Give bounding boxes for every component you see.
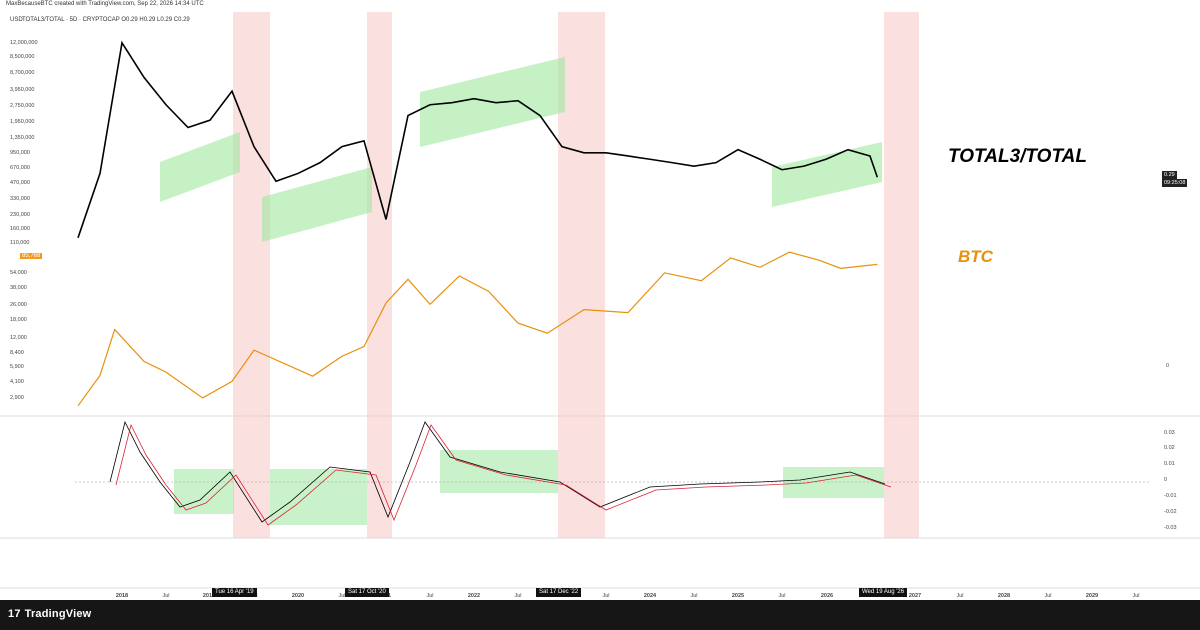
price-axis-label: 4,100 — [10, 379, 24, 385]
tradingview-mark-icon: 17 — [8, 608, 21, 620]
time-axis-label: 2025 — [732, 593, 744, 599]
price-axis-label: 160,000 — [10, 226, 30, 232]
uptrend-channel — [160, 132, 240, 202]
time-axis-label: Jul — [956, 593, 963, 599]
currency-label: USD — [10, 17, 23, 23]
total3-series-line — [77, 40, 879, 239]
time-axis-label: 2022 — [468, 593, 480, 599]
price-axis-label: 110,000 — [10, 240, 29, 246]
time-axis-label: Jul — [162, 593, 169, 599]
time-axis-label: 2024 — [644, 593, 657, 599]
macd-axis-label: 0.02 — [1164, 445, 1175, 451]
price-axis-label: 38,000 — [10, 285, 27, 291]
macd-axis-label: -0.02 — [1164, 509, 1177, 515]
macd-axis-label: 0.01 — [1164, 461, 1175, 467]
time-axis-label: 2026 — [821, 593, 833, 599]
price-axis-label: 18,000 — [10, 317, 27, 323]
time-axis-label: Jul — [338, 593, 345, 599]
date-badge: Tue 16 Apr '19 — [212, 588, 257, 597]
price-axis-label: 8,700,000 — [10, 70, 34, 76]
time-axis-label: Jul — [514, 593, 521, 599]
time-axis-label: 2018 — [116, 593, 128, 599]
macd-axis-label: 0.03 — [1164, 430, 1175, 436]
highlight-band — [558, 12, 605, 538]
price-axis-label: 8,500,000 — [10, 54, 34, 60]
macd-axis-label: 0 — [1164, 477, 1167, 483]
brand-bar: 17 TradingView — [0, 600, 1200, 630]
price-axis-label: 3,950,000 — [10, 87, 34, 93]
btc-last-price-tag: 85,768 — [20, 253, 43, 259]
price-axis-label: 12,000,000 — [10, 40, 38, 46]
current-time-tag: 09:25:08 — [1162, 179, 1188, 187]
time-axis-label: 2029 — [1086, 593, 1098, 599]
time-axis-label: Jul — [778, 593, 785, 599]
date-badge: Wed 19 Aug '26 — [859, 588, 908, 597]
time-axis-label: 2027 — [909, 593, 921, 599]
price-axis-label: 26,000 — [10, 302, 27, 308]
price-axis-label: 330,000 — [10, 196, 30, 202]
price-axis-label: 2,750,000 — [10, 103, 34, 109]
price-axis-label: 1,350,000 — [10, 135, 34, 141]
time-axis-label: Jul — [1044, 593, 1051, 599]
time-axis-label: Jul — [1132, 593, 1139, 599]
price-chart[interactable]: 12,000,000 8,500,000 8,700,000 3,950,000 2,7… — [0, 12, 1200, 600]
price-axis-label: 670,000 — [10, 165, 30, 171]
total3-label: TOTAL3/TOTAL — [948, 146, 1087, 167]
time-axis-label: Jul — [426, 593, 433, 599]
time-axis-label: Jul — [690, 593, 697, 599]
macd-highlight-box — [783, 467, 884, 498]
macd-highlight-box — [174, 469, 234, 514]
macd-axis-label: -0.01 — [1164, 493, 1177, 499]
price-axis-label: 2,900 — [10, 395, 24, 401]
price-axis-label: 54,000 — [10, 270, 27, 276]
price-axis-label: 470,000 — [10, 180, 30, 186]
date-badge: Sat 17 Oct '20 — [345, 588, 389, 597]
signal-line — [115, 423, 892, 526]
macd-line — [109, 420, 886, 523]
price-axis-label: 950,000 — [10, 150, 30, 156]
current-price-tag: 0.29 — [1162, 171, 1177, 179]
right-zero: 0 — [1166, 363, 1170, 369]
symbol-legend: TOTAL3/TOTAL · 5D · CRYPTOCAP O0.29 H0.2… — [22, 17, 190, 23]
price-axis-label: 1,950,000 — [10, 119, 34, 125]
macd-axis-label: -0.03 — [1164, 525, 1177, 531]
highlight-band — [884, 12, 919, 538]
macd-highlight-box — [270, 469, 367, 525]
brand-name: TradingView — [24, 608, 92, 620]
time-axis-label: 2019 — [203, 593, 215, 599]
btc-label: BTC — [958, 247, 993, 266]
price-axis-label: 8,400 — [10, 350, 24, 356]
highlight-band — [367, 12, 392, 538]
price-axis-label: 12,000 — [10, 335, 27, 341]
time-axis-label: Jul — [602, 593, 609, 599]
uptrend-channel — [262, 167, 372, 242]
time-axis-label: 2028 — [998, 593, 1010, 599]
btc-series-line — [77, 251, 878, 407]
date-badge: Sat 17 Dec '22 — [536, 588, 582, 597]
tradingview-logo[interactable]: 17 TradingView — [8, 608, 91, 620]
highlight-band — [233, 12, 270, 538]
time-axis-label: 2020 — [292, 593, 304, 599]
price-axis-label: 230,000 — [10, 212, 30, 218]
credit-text: MaxBecauseBTC created with TradingView.c… — [6, 1, 204, 7]
price-axis-label: 5,900 — [10, 364, 24, 370]
uptrend-channel — [772, 142, 882, 207]
